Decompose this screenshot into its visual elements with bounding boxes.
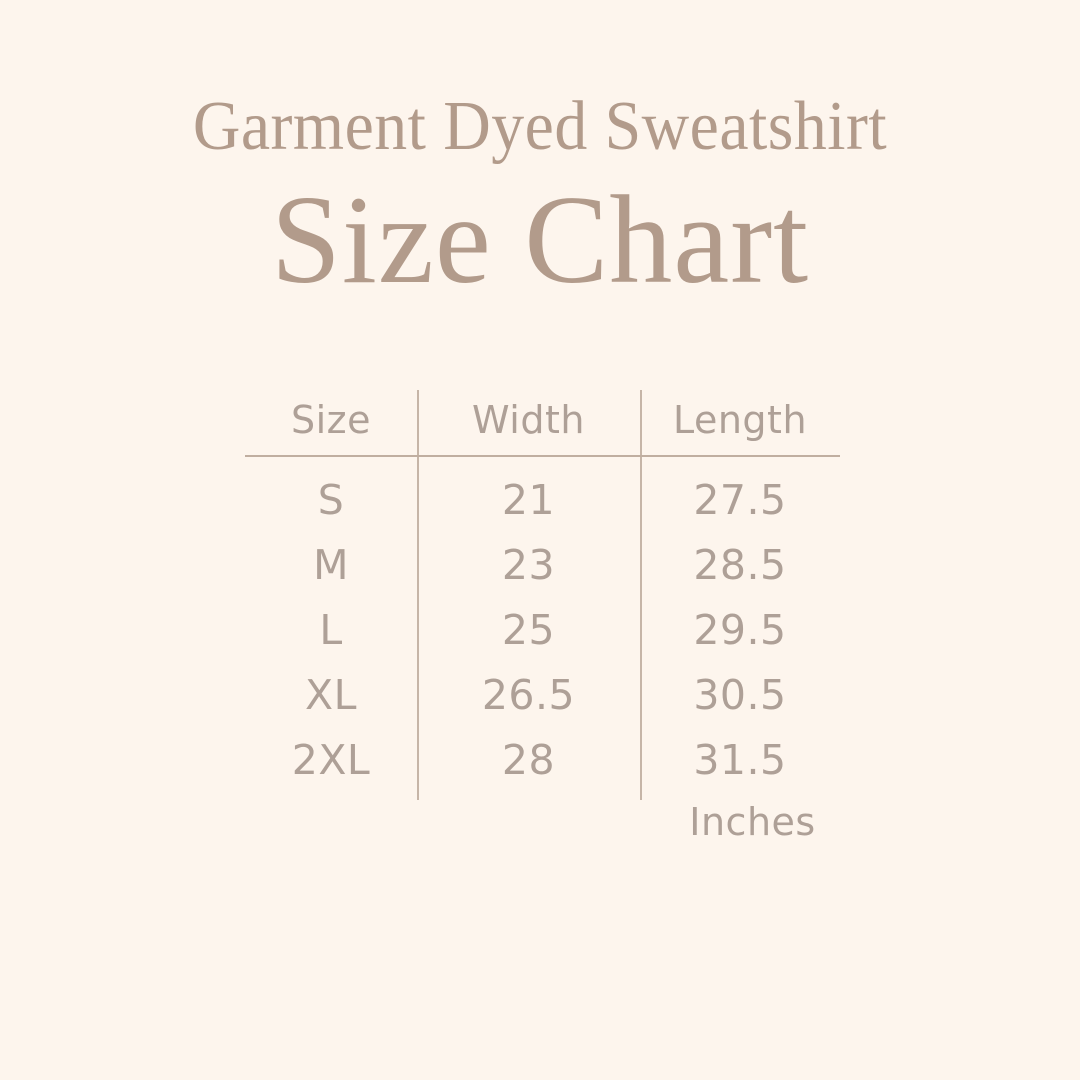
cell-length: 27.5 <box>693 475 787 524</box>
product-subtitle: Garment Dyed Sweatshirt <box>192 88 888 165</box>
column-header-width: Width <box>472 398 585 442</box>
page-title: Size Chart <box>270 171 810 310</box>
cell-width: 26.5 <box>481 670 576 719</box>
cell-length: 31.5 <box>693 735 787 784</box>
size-table-wrapper: Size Width Length S 21 27.5 M 23 28.5 L <box>245 385 840 805</box>
cell-width: 23 <box>501 540 556 589</box>
column-header-length: Length <box>672 398 808 442</box>
table-row: M 23 28.5 <box>245 532 840 597</box>
cell-size: XL <box>305 670 357 719</box>
table-row: L 25 29.5 <box>245 597 840 662</box>
table-row: XL 26.5 30.5 <box>245 662 840 727</box>
cell-size: M <box>313 540 349 589</box>
cell-length: 30.5 <box>693 670 787 719</box>
cell-length: 28.5 <box>693 540 787 589</box>
column-header-size: Size <box>290 398 371 442</box>
cell-width: 25 <box>501 605 556 654</box>
cell-length: 29.5 <box>693 605 787 654</box>
table-header-row: Size Width Length <box>245 385 840 455</box>
heading-block: Garment Dyed Sweatshirt Size Chart <box>0 92 1080 304</box>
cell-width: 21 <box>501 475 556 524</box>
size-table: Size Width Length S 21 27.5 M 23 28.5 L <box>245 385 840 792</box>
cell-width: 28 <box>501 735 556 784</box>
cell-size: S <box>317 475 345 524</box>
units-label: Inches <box>689 800 816 844</box>
table-row: S 21 27.5 <box>245 455 840 532</box>
table-row: 2XL 28 31.5 <box>245 727 840 792</box>
cell-size: 2XL <box>291 735 371 784</box>
cell-size: L <box>319 605 343 654</box>
